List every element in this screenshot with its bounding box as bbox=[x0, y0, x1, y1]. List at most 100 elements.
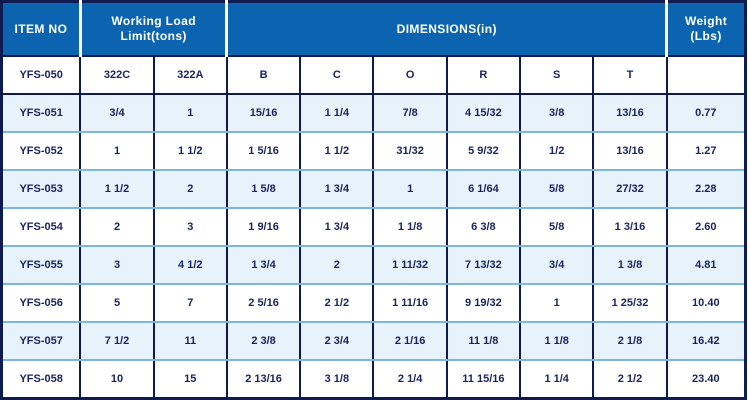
cell-dim-b: 2 5/16 bbox=[226, 284, 302, 323]
table-body: YFS-051 3/4 1 15/16 1 1/4 7/8 4 15/32 3/… bbox=[1, 94, 746, 399]
cell-dim-c: 3 1/8 bbox=[300, 360, 375, 399]
cell-item-no: YFS-052 bbox=[1, 132, 82, 171]
cell-dim-t: 2 1/2 bbox=[593, 360, 668, 399]
cell-dim-o: 1 1/8 bbox=[373, 208, 448, 247]
cell-item-no: YFS-058 bbox=[1, 360, 82, 399]
cell-dim-c: 2 1/2 bbox=[300, 284, 375, 323]
header-working-load-limit: Working Load Limit(tons) bbox=[80, 1, 229, 57]
cell-dim-o: 2 1/4 bbox=[373, 360, 448, 399]
subheader-row: YFS-050 322C 322A B C O R S T bbox=[1, 56, 746, 95]
table-row: YFS-056 5 7 2 5/16 2 1/2 1 11/16 9 19/32… bbox=[1, 284, 746, 323]
subheader-dim-b: B bbox=[226, 56, 302, 95]
cell-dim-s: 1 1/4 bbox=[520, 360, 595, 399]
cell-wll-322c: 7 1/2 bbox=[80, 322, 155, 361]
cell-weight: 0.77 bbox=[666, 94, 746, 133]
cell-item-no: YFS-054 bbox=[1, 208, 82, 247]
table-row: YFS-054 2 3 1 9/16 1 3/4 1 1/8 6 3/8 5/8… bbox=[1, 208, 746, 247]
subheader-dim-c: C bbox=[300, 56, 375, 95]
cell-dim-t: 1 3/16 bbox=[593, 208, 668, 247]
cell-weight: 2.60 bbox=[666, 208, 746, 247]
cell-dim-b: 1 3/4 bbox=[226, 246, 302, 285]
cell-dim-t: 1 3/8 bbox=[593, 246, 668, 285]
table-row: YFS-051 3/4 1 15/16 1 1/4 7/8 4 15/32 3/… bbox=[1, 94, 746, 133]
cell-dim-o: 7/8 bbox=[373, 94, 448, 133]
cell-wll-322a: 2 bbox=[153, 170, 228, 209]
table-row: YFS-058 10 15 2 13/16 3 1/8 2 1/4 11 15/… bbox=[1, 360, 746, 399]
cell-item-no: YFS-055 bbox=[1, 246, 82, 285]
cell-dim-c: 1 3/4 bbox=[300, 208, 375, 247]
header-item-no: ITEM NO bbox=[1, 1, 82, 57]
cell-dim-r: 4 15/32 bbox=[446, 94, 522, 133]
cell-item-no: YFS-053 bbox=[1, 170, 82, 209]
cell-dim-o: 31/32 bbox=[373, 132, 448, 171]
cell-weight: 4.81 bbox=[666, 246, 746, 285]
cell-dim-t: 13/16 bbox=[593, 94, 668, 133]
subheader-item-no: YFS-050 bbox=[1, 56, 82, 95]
cell-wll-322c: 3/4 bbox=[80, 94, 155, 133]
cell-dim-r: 9 19/32 bbox=[446, 284, 522, 323]
cell-dim-b: 2 3/8 bbox=[226, 322, 302, 361]
table-row: YFS-053 1 1/2 2 1 5/8 1 3/4 1 6 1/64 5/8… bbox=[1, 170, 746, 209]
header-dimensions: DIMENSIONS(in) bbox=[226, 1, 669, 57]
cell-weight: 2.28 bbox=[666, 170, 746, 209]
cell-dim-s: 3/4 bbox=[520, 246, 595, 285]
cell-dim-b: 15/16 bbox=[226, 94, 302, 133]
subheader-322a: 322A bbox=[153, 56, 228, 95]
cell-dim-r: 11 1/8 bbox=[446, 322, 522, 361]
cell-dim-c: 1 1/2 bbox=[300, 132, 375, 171]
subheader-dim-t: T bbox=[593, 56, 668, 95]
cell-dim-o: 2 1/16 bbox=[373, 322, 448, 361]
cell-dim-t: 1 25/32 bbox=[593, 284, 668, 323]
cell-wll-322a: 7 bbox=[153, 284, 228, 323]
cell-dim-s: 5/8 bbox=[520, 208, 595, 247]
cell-dim-c: 1 3/4 bbox=[300, 170, 375, 209]
header-weight: Weight (Lbs) bbox=[666, 1, 746, 57]
cell-dim-o: 1 11/32 bbox=[373, 246, 448, 285]
spec-table: ITEM NO Working Load Limit(tons) DIMENSI… bbox=[0, 0, 747, 400]
cell-dim-c: 2 bbox=[300, 246, 375, 285]
cell-dim-c: 2 3/4 bbox=[300, 322, 375, 361]
cell-weight: 1.27 bbox=[666, 132, 746, 171]
subheader-322c: 322C bbox=[80, 56, 155, 95]
table-row: YFS-057 7 1/2 11 2 3/8 2 3/4 2 1/16 11 1… bbox=[1, 322, 746, 361]
cell-dim-r: 6 3/8 bbox=[446, 208, 522, 247]
subheader-dim-o: O bbox=[373, 56, 448, 95]
cell-weight: 23.40 bbox=[666, 360, 746, 399]
cell-wll-322a: 1 bbox=[153, 94, 228, 133]
cell-dim-r: 6 1/64 bbox=[446, 170, 522, 209]
header-working-load-line1: Working Load bbox=[111, 14, 196, 28]
header-weight-line1: Weight bbox=[684, 14, 728, 28]
header-row: ITEM NO Working Load Limit(tons) DIMENSI… bbox=[1, 1, 746, 57]
cell-wll-322a: 1 1/2 bbox=[153, 132, 228, 171]
subheader-dim-s: S bbox=[520, 56, 595, 95]
cell-wll-322a: 3 bbox=[153, 208, 228, 247]
cell-item-no: YFS-056 bbox=[1, 284, 82, 323]
cell-dim-s: 1 1/8 bbox=[520, 322, 595, 361]
cell-dim-b: 2 13/16 bbox=[226, 360, 302, 399]
cell-dim-s: 1 bbox=[520, 284, 595, 323]
cell-item-no: YFS-057 bbox=[1, 322, 82, 361]
cell-wll-322c: 2 bbox=[80, 208, 155, 247]
cell-item-no: YFS-051 bbox=[1, 94, 82, 133]
cell-dim-b: 1 9/16 bbox=[226, 208, 302, 247]
cell-wll-322c: 10 bbox=[80, 360, 155, 399]
cell-wll-322a: 11 bbox=[153, 322, 228, 361]
cell-dim-s: 3/8 bbox=[520, 94, 595, 133]
cell-dim-r: 11 15/16 bbox=[446, 360, 522, 399]
cell-dim-b: 1 5/8 bbox=[226, 170, 302, 209]
header-weight-line2: (Lbs) bbox=[690, 29, 722, 43]
cell-dim-r: 7 13/32 bbox=[446, 246, 522, 285]
subheader-weight-empty bbox=[666, 56, 746, 95]
table-row: YFS-052 1 1 1/2 1 5/16 1 1/2 31/32 5 9/3… bbox=[1, 132, 746, 171]
cell-wll-322a: 15 bbox=[153, 360, 228, 399]
cell-dim-s: 1/2 bbox=[520, 132, 595, 171]
subheader-dim-r: R bbox=[446, 56, 522, 95]
cell-dim-b: 1 5/16 bbox=[226, 132, 302, 171]
cell-dim-t: 13/16 bbox=[593, 132, 668, 171]
cell-wll-322c: 1 1/2 bbox=[80, 170, 155, 209]
cell-dim-r: 5 9/32 bbox=[446, 132, 522, 171]
cell-dim-t: 27/32 bbox=[593, 170, 668, 209]
cell-weight: 16.42 bbox=[666, 322, 746, 361]
table-row: YFS-055 3 4 1/2 1 3/4 2 1 11/32 7 13/32 … bbox=[1, 246, 746, 285]
